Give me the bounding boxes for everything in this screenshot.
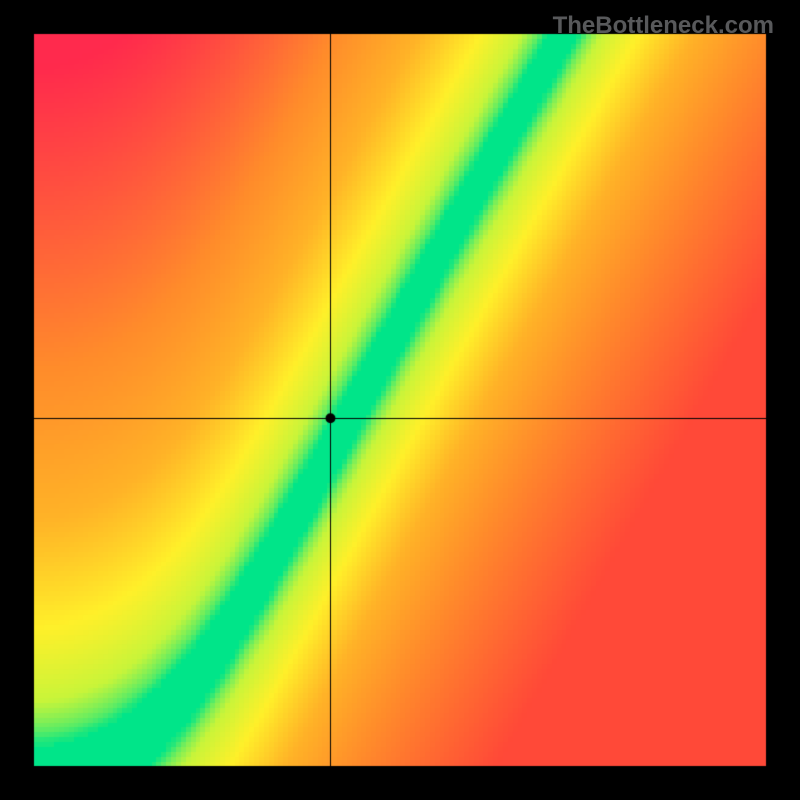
watermark-text: TheBottleneck.com [553,12,774,40]
chart-container: TheBottleneck.com [0,0,800,800]
bottleneck-heatmap [0,0,800,800]
